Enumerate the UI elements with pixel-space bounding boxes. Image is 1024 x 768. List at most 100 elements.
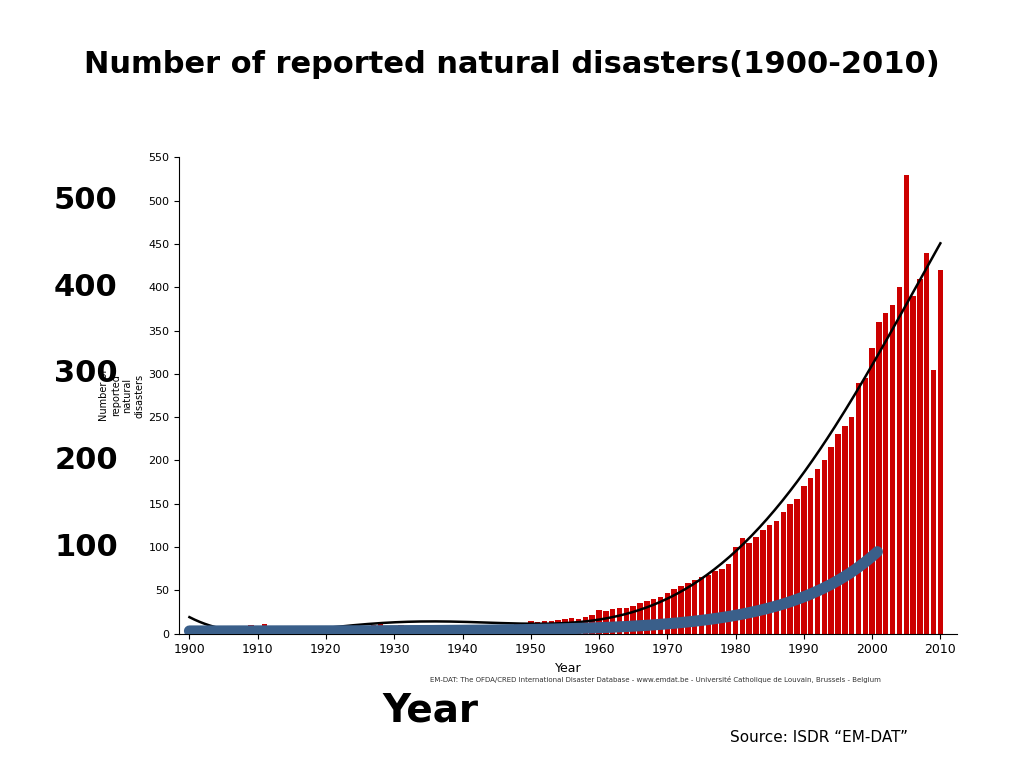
Bar (726, 564, 731, 634)
Bar (324, 626, 329, 634)
Bar (938, 270, 943, 634)
Bar (590, 615, 595, 634)
Bar (801, 486, 807, 634)
Bar (480, 627, 485, 634)
Bar (350, 627, 356, 634)
Bar (692, 580, 697, 634)
Bar (186, 626, 193, 634)
Bar (542, 621, 547, 634)
Bar (890, 305, 895, 634)
Bar (378, 624, 383, 634)
Bar (406, 626, 411, 634)
Bar (487, 627, 493, 634)
Bar (842, 425, 848, 634)
Bar (242, 627, 247, 634)
Bar (432, 627, 438, 634)
Bar (296, 628, 301, 634)
Bar (501, 626, 506, 634)
Bar (316, 627, 322, 634)
Bar (514, 624, 520, 634)
Bar (657, 598, 664, 634)
Bar (330, 627, 336, 634)
Bar (877, 322, 882, 634)
Bar (910, 296, 915, 634)
Bar (815, 469, 820, 634)
Bar (391, 627, 397, 634)
Bar (746, 543, 752, 634)
Text: 400: 400 (54, 273, 118, 302)
Bar (569, 618, 574, 634)
Bar (678, 586, 684, 634)
Bar (214, 629, 219, 634)
Bar (508, 625, 513, 634)
Bar (624, 608, 629, 634)
Text: Source: ISDR “EM-DAT”: Source: ISDR “EM-DAT” (730, 730, 908, 745)
Bar (706, 574, 711, 634)
Bar (555, 620, 561, 634)
Bar (221, 628, 226, 634)
Bar (897, 287, 902, 634)
Bar (883, 313, 889, 634)
X-axis label: Year: Year (555, 662, 582, 675)
Bar (283, 627, 288, 634)
Text: EM-DAT: The OFDA/CRED International Disaster Database - www.emdat.be - Universit: EM-DAT: The OFDA/CRED International Disa… (430, 676, 881, 684)
Bar (262, 624, 267, 634)
Bar (808, 478, 813, 634)
Bar (754, 537, 759, 634)
Bar (924, 253, 930, 634)
Bar (337, 627, 342, 634)
Bar (651, 599, 656, 634)
Bar (672, 588, 677, 634)
Bar (227, 627, 233, 634)
Bar (453, 627, 459, 634)
Bar (194, 627, 199, 634)
Bar (248, 625, 254, 634)
Bar (371, 625, 377, 634)
Bar (289, 626, 295, 634)
Bar (207, 628, 213, 634)
Bar (562, 619, 567, 634)
Bar (460, 626, 465, 634)
Bar (255, 627, 260, 634)
Bar (398, 625, 403, 634)
Bar (828, 448, 834, 634)
Bar (201, 627, 206, 634)
Bar (549, 621, 554, 634)
Bar (412, 627, 418, 634)
Text: 300: 300 (54, 359, 118, 389)
Bar (446, 626, 452, 634)
Bar (713, 571, 718, 634)
Text: 500: 500 (54, 186, 118, 215)
Bar (774, 521, 779, 634)
Text: Number of reported natural disasters(1900-2010): Number of reported natural disasters(190… (84, 50, 940, 79)
Bar (344, 628, 349, 634)
Bar (739, 538, 745, 634)
Bar (596, 611, 602, 634)
Bar (575, 619, 582, 634)
Bar (631, 606, 636, 634)
Text: 100: 100 (54, 532, 118, 561)
Bar (583, 617, 588, 634)
Bar (303, 629, 308, 634)
Bar (603, 611, 608, 634)
Bar (439, 625, 444, 634)
Bar (426, 626, 431, 634)
Bar (535, 622, 541, 634)
Bar (760, 530, 766, 634)
Bar (494, 627, 500, 634)
Text: 200: 200 (54, 446, 118, 475)
Bar (419, 627, 424, 634)
Bar (268, 628, 274, 634)
Bar (665, 593, 670, 634)
Bar (903, 175, 909, 634)
Bar (385, 626, 390, 634)
Bar (869, 348, 874, 634)
Bar (918, 279, 923, 634)
Bar (521, 623, 526, 634)
Bar (473, 627, 479, 634)
Bar (767, 525, 772, 634)
Bar (719, 568, 725, 634)
Bar (365, 626, 370, 634)
Bar (821, 461, 827, 634)
Bar (616, 607, 623, 634)
